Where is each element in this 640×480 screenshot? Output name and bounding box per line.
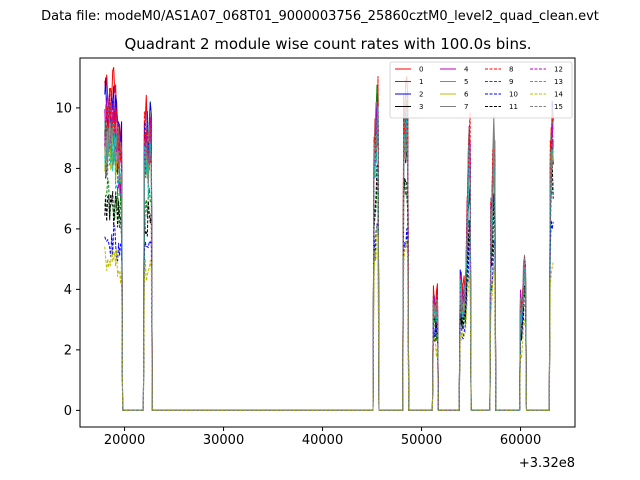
legend-label-3: 3 — [419, 103, 423, 111]
plot-area: 20000 30000 40000 50000 60000024681001234567… — [55, 57, 576, 448]
legend-label-14: 14 — [554, 91, 563, 99]
x-offset-label: +3.32e8 — [519, 456, 575, 471]
x-tick-label: 30000 — [203, 433, 244, 448]
y-tick-label: 8 — [64, 162, 72, 177]
series-group — [104, 67, 554, 411]
legend-label-7: 7 — [464, 103, 468, 111]
x-tick-label: 20000 — [104, 433, 145, 448]
legend-label-15: 15 — [554, 103, 563, 111]
legend-label-9: 9 — [509, 78, 513, 86]
x-tick-label: 60000 — [500, 433, 541, 448]
legend-label-4: 4 — [464, 66, 469, 74]
legend-label-13: 13 — [554, 78, 563, 86]
x-tick-label: 40000 — [302, 433, 343, 448]
series-line-15 — [104, 115, 554, 411]
legend-label-11: 11 — [509, 103, 518, 111]
y-tick-label: 0 — [64, 404, 72, 419]
y-tick-label: 2 — [64, 343, 72, 358]
legend-label-2: 2 — [419, 91, 423, 99]
legend-label-6: 6 — [464, 91, 469, 99]
y-tick-label: 10 — [55, 101, 72, 116]
y-tick-label: 6 — [64, 222, 72, 237]
legend-label-5: 5 — [464, 78, 468, 86]
legend-label-8: 8 — [509, 66, 513, 74]
legend-box — [389, 61, 573, 119]
axes-frame — [79, 57, 576, 428]
legend-label-10: 10 — [509, 91, 518, 99]
y-tick-label: 4 — [64, 283, 72, 298]
legend-label-1: 1 — [419, 78, 423, 86]
legend-label-12: 12 — [554, 66, 563, 74]
data-file-label: Data file: modeM0/AS1A07_068T01_90000037… — [41, 9, 599, 24]
x-tick-label: 50000 — [401, 433, 442, 448]
chart-title: Quadrant 2 module wise count rates with … — [124, 35, 531, 53]
legend-label-0: 0 — [419, 66, 423, 74]
